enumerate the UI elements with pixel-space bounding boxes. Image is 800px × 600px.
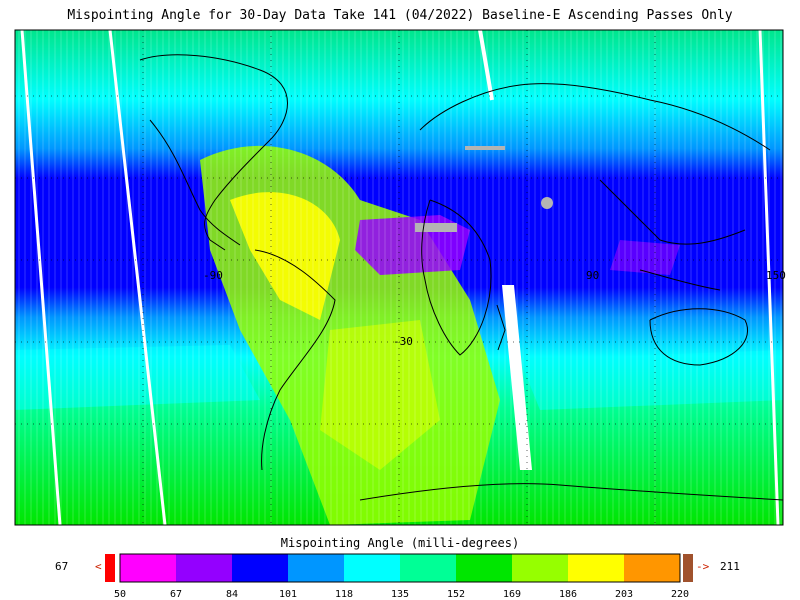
colorbar-over-swatch bbox=[683, 554, 693, 582]
colorbar-tick-label: 135 bbox=[390, 589, 410, 600]
lat-label: -30 bbox=[393, 335, 413, 348]
colorbar bbox=[105, 553, 693, 583]
colorbar-under-arrow: < bbox=[95, 560, 102, 573]
colorbar-tick-label: 169 bbox=[502, 589, 522, 600]
map-title: Mispointing Angle for 30-Day Data Take 1… bbox=[67, 8, 733, 23]
colorbar-cell bbox=[400, 554, 456, 582]
data-field bbox=[15, 30, 783, 525]
colorbar-cell bbox=[624, 554, 680, 582]
colorbar-max-value: 211 bbox=[720, 560, 740, 573]
colorbar-title: Mispointing Angle (milli-degrees) bbox=[280, 536, 520, 550]
colorbar-cell bbox=[568, 554, 624, 582]
colorbar-cell bbox=[232, 554, 288, 582]
colorbar-under-swatch bbox=[105, 554, 115, 582]
colorbar-cell bbox=[512, 554, 568, 582]
colorbar-tick-label: 101 bbox=[278, 589, 298, 600]
colorbar-over-arrow: -> bbox=[696, 560, 710, 573]
lon-label: -90 bbox=[203, 269, 223, 282]
colorbar-cell bbox=[344, 554, 400, 582]
coastlines bbox=[139, 54, 783, 501]
colorbar-cell bbox=[288, 554, 344, 582]
colorbar-tick-label: 220 bbox=[670, 589, 690, 600]
colorbar-tick-label: 67 bbox=[169, 589, 183, 600]
grid bbox=[15, 30, 783, 525]
colorbar-tick-label: 84 bbox=[225, 589, 239, 600]
map-border bbox=[14, 29, 784, 526]
colorbar-cell bbox=[456, 554, 512, 582]
colorbar-min-value: 67 bbox=[55, 560, 69, 573]
colorbar-cell bbox=[120, 554, 176, 582]
colorbar-tick-label: 50 bbox=[113, 589, 127, 600]
colorbar-cell bbox=[176, 554, 232, 582]
lon-label: 150 bbox=[766, 269, 786, 282]
colorbar-tick-label: 186 bbox=[558, 589, 578, 600]
colorbar-tick-label: 152 bbox=[446, 589, 466, 600]
colorbar-tick-label: 118 bbox=[334, 589, 354, 600]
lon-label: 90 bbox=[586, 269, 599, 282]
colorbar-tick-label: 203 bbox=[614, 589, 634, 600]
